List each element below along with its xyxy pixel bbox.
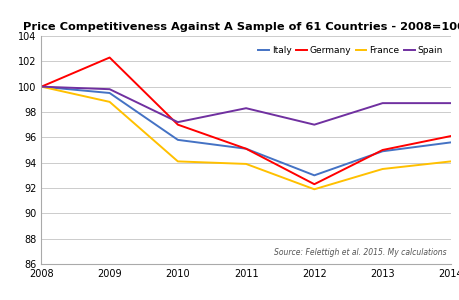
France: [243, 162, 248, 166]
Italy: [447, 141, 453, 144]
Germany: [175, 123, 180, 127]
Text: Source: Felettigh et al. 2015. My calculations: Source: Felettigh et al. 2015. My calcul…: [274, 248, 446, 257]
Line: Italy: Italy: [41, 87, 450, 175]
Italy: [311, 173, 316, 177]
Spain: [379, 101, 385, 105]
Germany: [106, 56, 112, 59]
Spain: [243, 106, 248, 110]
Italy: [39, 85, 44, 88]
Spain: [311, 123, 316, 127]
Germany: [379, 148, 385, 152]
Spain: [447, 101, 453, 105]
Line: France: France: [41, 87, 450, 189]
France: [447, 160, 453, 163]
Italy: [379, 149, 385, 153]
France: [175, 160, 180, 163]
Germany: [447, 134, 453, 138]
Spain: [39, 85, 44, 88]
France: [379, 167, 385, 171]
Legend: Italy, Germany, France, Spain: Italy, Germany, France, Spain: [254, 43, 445, 59]
Italy: [243, 147, 248, 151]
Line: Spain: Spain: [41, 87, 450, 125]
Germany: [243, 147, 248, 151]
Line: Germany: Germany: [41, 58, 450, 184]
Spain: [106, 87, 112, 91]
France: [106, 100, 112, 104]
France: [39, 85, 44, 88]
Italy: [106, 91, 112, 95]
France: [311, 188, 316, 191]
Title: Price Competitiveness Against A Sample of 61 Countries - 2008=100.: Price Competitiveness Against A Sample o…: [23, 22, 459, 32]
Germany: [311, 182, 316, 186]
Italy: [175, 138, 180, 142]
Spain: [175, 120, 180, 124]
Germany: [39, 85, 44, 88]
